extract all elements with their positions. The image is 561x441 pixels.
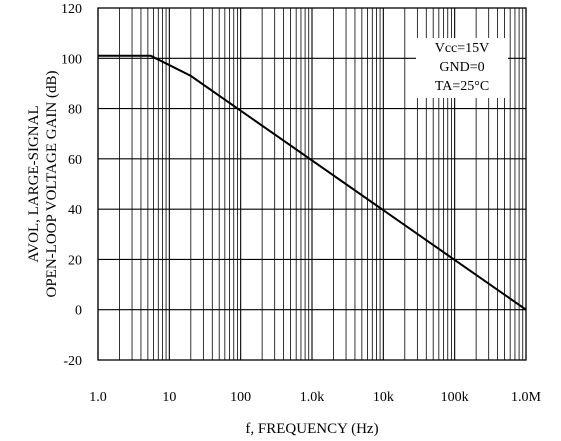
y-tick-label: 0 <box>75 304 82 319</box>
y-tick-label: 120 <box>61 2 82 17</box>
annotation-gnd: GND=0 <box>439 60 484 75</box>
x-tick-labels: 1.0 10 100 1.0k 10k 100k 1.0M <box>89 390 541 405</box>
y-tick-label: 80 <box>68 103 82 118</box>
y-tick-label: 100 <box>61 52 82 67</box>
y-tick-label: 40 <box>68 203 82 218</box>
x-tick-label: 1.0 <box>89 390 107 405</box>
x-tick-label: 10 <box>162 390 176 405</box>
y-axis-title: AVOL, LARGE-SIGNAL OPEN-LOOP VOLTAGE GAI… <box>26 71 60 298</box>
x-tick-label: 10k <box>373 390 394 405</box>
x-axis-title: f, FREQUENCY (Hz) <box>245 421 378 437</box>
y-tick-label: 20 <box>68 253 82 268</box>
conditions-box: Vcc=15V GND=0 TA=25°C <box>416 38 508 98</box>
y-axis-title-line1: AVOL, LARGE-SIGNAL <box>26 105 42 262</box>
x-tick-label: 100 <box>230 390 251 405</box>
plot-frame <box>97 7 527 361</box>
gain-curve <box>98 54 527 311</box>
y-tick-label: -20 <box>63 354 82 369</box>
grid <box>97 7 526 361</box>
x-tick-label: 100k <box>441 390 469 405</box>
y-tick-label: 60 <box>68 153 82 168</box>
x-tick-label: 1.0M <box>511 390 542 405</box>
annotation-vcc: Vcc=15V <box>435 41 490 56</box>
annotation-temp: TA=25°C <box>435 79 489 94</box>
y-tick-labels: -20 0 20 40 60 80 100 120 <box>61 2 82 369</box>
y-axis-title-line2: OPEN-LOOP VOLTAGE GAIN (dB) <box>44 71 60 298</box>
x-tick-label: 1.0k <box>300 390 325 405</box>
